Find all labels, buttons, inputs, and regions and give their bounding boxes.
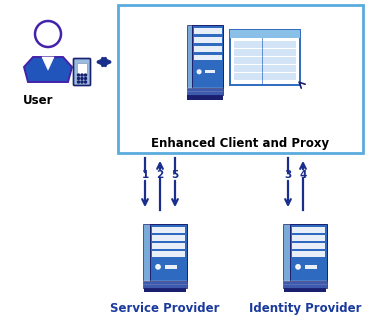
Circle shape <box>81 74 83 76</box>
Text: Identity Provider: Identity Provider <box>249 302 361 315</box>
Bar <box>194 46 222 52</box>
Text: 2: 2 <box>156 170 163 180</box>
Bar <box>118 5 363 153</box>
Bar <box>292 244 325 248</box>
Bar <box>152 244 184 248</box>
Circle shape <box>77 74 79 76</box>
Bar <box>152 251 184 257</box>
Bar <box>305 265 317 269</box>
Bar <box>283 224 290 281</box>
FancyBboxPatch shape <box>73 58 90 85</box>
Text: 4: 4 <box>299 170 307 180</box>
Circle shape <box>197 70 201 74</box>
Circle shape <box>85 78 86 80</box>
Text: 5: 5 <box>171 170 179 180</box>
Bar <box>292 228 325 232</box>
Bar <box>230 30 300 38</box>
Bar <box>290 224 327 281</box>
Circle shape <box>77 81 79 83</box>
Polygon shape <box>42 57 54 70</box>
Bar <box>234 73 296 80</box>
Bar <box>292 251 325 257</box>
Bar <box>152 228 184 232</box>
Circle shape <box>81 78 83 80</box>
Circle shape <box>81 81 83 83</box>
Bar <box>186 24 192 87</box>
Polygon shape <box>24 57 72 82</box>
Bar <box>194 55 222 60</box>
Bar <box>234 57 296 64</box>
Bar <box>205 70 215 73</box>
Text: 1: 1 <box>141 170 149 180</box>
Circle shape <box>85 81 86 83</box>
Bar <box>77 63 87 73</box>
Bar <box>144 288 186 292</box>
Text: 3: 3 <box>284 170 292 180</box>
Bar <box>143 224 150 281</box>
Bar <box>234 49 296 56</box>
Bar <box>152 235 184 241</box>
Text: Enhanced Client and Proxy: Enhanced Client and Proxy <box>151 137 330 150</box>
Bar <box>234 40 296 48</box>
Bar <box>234 65 296 72</box>
Bar <box>150 224 187 281</box>
Bar <box>143 281 187 288</box>
Circle shape <box>296 265 300 269</box>
Bar <box>186 87 224 95</box>
Bar <box>192 24 224 87</box>
Circle shape <box>85 74 86 76</box>
Bar <box>283 281 327 288</box>
Bar <box>284 288 326 292</box>
Bar <box>230 30 300 85</box>
Bar <box>292 235 325 241</box>
Bar <box>194 37 222 43</box>
Text: User: User <box>23 94 53 107</box>
Circle shape <box>35 21 61 47</box>
Bar <box>165 265 176 269</box>
Bar <box>194 28 222 34</box>
Circle shape <box>77 78 79 80</box>
Text: Service Provider: Service Provider <box>110 302 220 315</box>
Bar <box>187 95 223 99</box>
Circle shape <box>156 265 160 269</box>
